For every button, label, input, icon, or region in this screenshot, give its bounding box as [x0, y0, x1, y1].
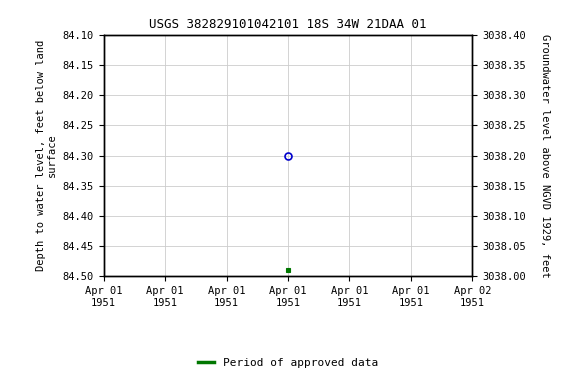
Y-axis label: Groundwater level above NGVD 1929, feet: Groundwater level above NGVD 1929, feet [540, 34, 550, 277]
Legend: Period of approved data: Period of approved data [193, 354, 383, 372]
Title: USGS 382829101042101 18S 34W 21DAA 01: USGS 382829101042101 18S 34W 21DAA 01 [149, 18, 427, 31]
Y-axis label: Depth to water level, feet below land
surface: Depth to water level, feet below land su… [36, 40, 57, 271]
